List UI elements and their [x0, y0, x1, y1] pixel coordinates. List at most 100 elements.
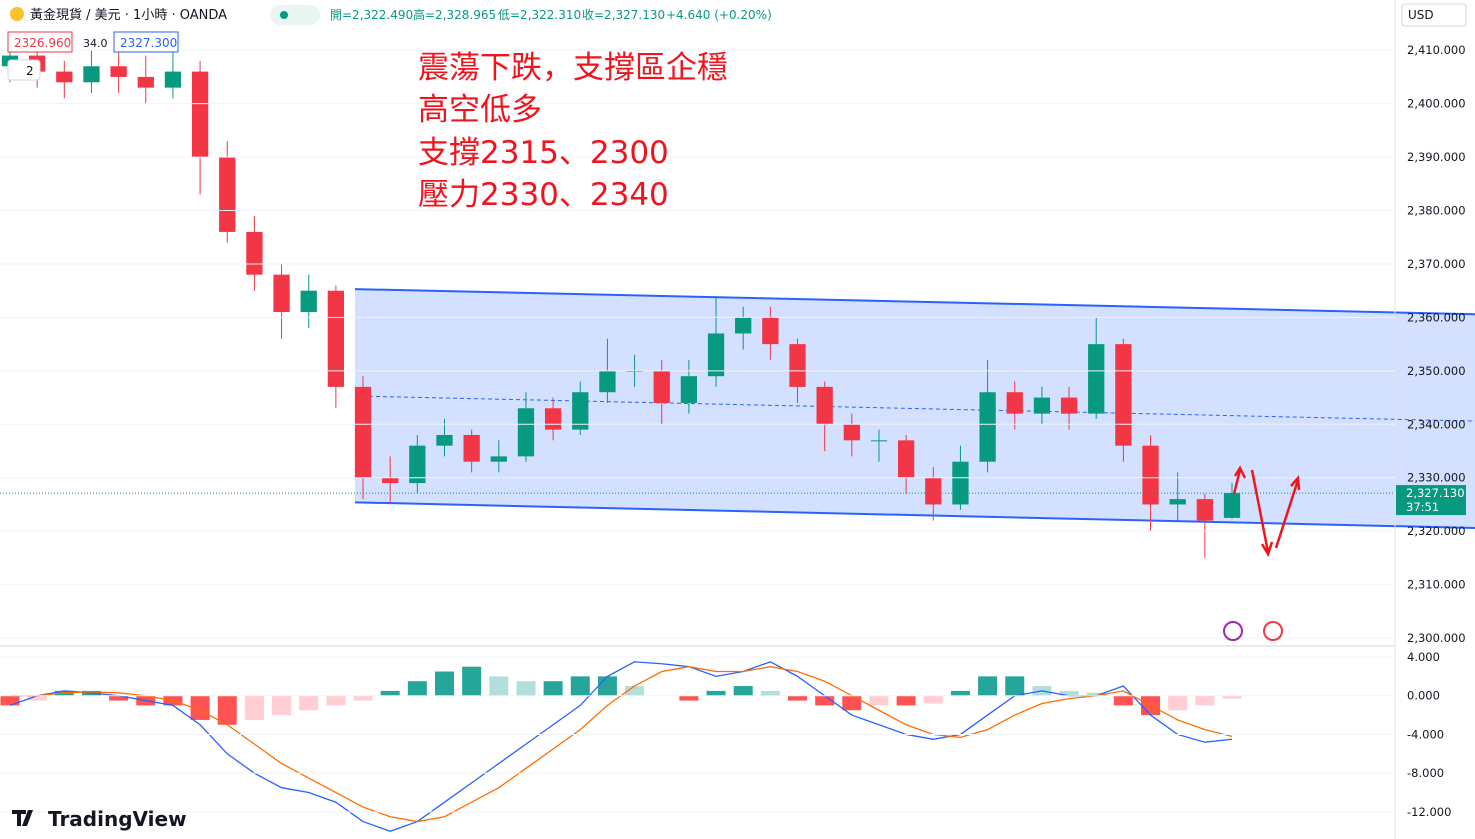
annotation: 震蕩下跌，支撐區企穩	[418, 50, 728, 86]
y-tick-label: 2,390.000	[1407, 150, 1466, 164]
macd-bar	[896, 695, 916, 706]
macd-bar	[1195, 695, 1215, 706]
macd-bar	[299, 695, 319, 711]
macd-bar	[1005, 676, 1025, 696]
macd-bar	[1168, 695, 1188, 711]
change: +4.640 (+0.20%)	[666, 8, 772, 22]
market-status[interactable]	[270, 5, 320, 25]
y-tick-label: -12.000	[1407, 805, 1451, 819]
event-icon[interactable]	[1263, 621, 1283, 641]
candle-body	[544, 408, 562, 430]
ask-box[interactable]	[113, 31, 179, 53]
macd-bar	[326, 695, 346, 706]
candle-body	[816, 386, 833, 425]
channel-upper	[354, 288, 1475, 316]
macd-bar	[380, 690, 400, 696]
y-tick-label: 2,380.000	[1407, 204, 1466, 218]
arrow-down	[1250, 469, 1274, 557]
y-tick-label: 2,350.000	[1407, 364, 1466, 378]
indicator-count: 2	[26, 64, 34, 78]
channel-mid	[354, 395, 1475, 422]
macd-bar	[706, 690, 726, 696]
macd-bar	[760, 690, 780, 696]
candle-body	[762, 317, 779, 345]
macd-bar	[109, 695, 129, 701]
candle-body	[952, 461, 969, 505]
candle-body	[110, 66, 127, 77]
y-tick-label: 2,360.000	[1407, 310, 1466, 324]
macd-bar	[27, 695, 47, 701]
candle-body	[735, 317, 752, 334]
macd-bar	[869, 695, 889, 706]
macd-bar	[679, 695, 699, 701]
candle-body	[327, 290, 345, 387]
macd-bar	[272, 695, 292, 716]
last-price-box	[1396, 485, 1466, 516]
macd-bar	[842, 695, 862, 711]
candle-body	[1060, 397, 1078, 414]
macd-bar	[489, 676, 509, 696]
candle-body	[436, 434, 453, 446]
spread: 34.0	[83, 37, 108, 50]
candle-body	[789, 344, 806, 387]
bid-box[interactable]	[7, 31, 73, 53]
macd-bar	[923, 695, 943, 704]
status-dot	[280, 11, 288, 19]
y-tick-label: 2,410.000	[1407, 43, 1466, 57]
candle-body	[191, 71, 209, 158]
candle-body	[1088, 344, 1105, 414]
candle-body	[680, 376, 698, 403]
macd-bar	[815, 695, 835, 706]
event-icon[interactable]	[1223, 621, 1243, 641]
candle-body	[164, 71, 182, 88]
axis-layer: 2,300.000 2,310.000 2,320.000 2,330.000 2,34…	[0, 43, 1466, 819]
macd-bar	[1222, 695, 1242, 699]
macd-bar	[978, 676, 998, 696]
candle-body	[843, 424, 860, 441]
candle-body	[599, 370, 616, 393]
candle-body	[1196, 499, 1213, 521]
y-tick-label: 2,400.000	[1407, 97, 1466, 111]
candle-body	[653, 370, 670, 403]
candle-body	[1142, 445, 1159, 505]
macd-bar	[1086, 692, 1106, 696]
y-tick-label: 4.000	[1407, 650, 1440, 664]
macd-bar	[788, 695, 808, 701]
macd-bar	[570, 676, 590, 696]
symbol-title[interactable]: 黃金現貨 / 美元 · 1小時 · OANDA	[30, 7, 227, 23]
annotation: 壓力2330、2340	[418, 177, 669, 213]
macd-bar	[0, 695, 20, 706]
high: 高=2,328.965	[413, 7, 496, 22]
low: 低=2,322.310	[498, 8, 581, 22]
y-tick-label: 2,330.000	[1407, 471, 1466, 485]
candle-body	[83, 66, 100, 83]
macd-bar	[462, 666, 482, 696]
candle-body	[1033, 397, 1051, 414]
currency-select[interactable]	[1401, 3, 1467, 27]
candle-body	[572, 392, 589, 430]
y-tick-label: 2,370.000	[1407, 257, 1466, 271]
arrow-up	[1232, 465, 1247, 495]
channel-layer	[354, 288, 1475, 529]
ask: 2327.300	[120, 36, 177, 50]
candle-body	[273, 274, 290, 313]
candle-body	[897, 440, 915, 478]
candle-body	[409, 445, 426, 484]
macd-bar	[217, 695, 237, 725]
candle-body	[1169, 499, 1186, 505]
countdown: 37:51	[1406, 500, 1439, 514]
candle-body	[246, 231, 263, 275]
y-tick-label: 2,320.000	[1407, 524, 1466, 538]
candle-body	[1115, 344, 1132, 446]
last-price: 2,327.130	[1406, 486, 1465, 500]
macd-bar	[434, 671, 454, 696]
candle-body	[354, 386, 372, 478]
y-tick-label: -4.000	[1407, 727, 1444, 741]
logo-mark	[12, 810, 33, 826]
candle-body	[490, 456, 507, 462]
annotation: 支撐2315、2300	[418, 135, 669, 171]
indicator-toggle[interactable]	[7, 59, 41, 81]
candle-body	[1223, 493, 1241, 518]
macd-bar	[1113, 695, 1133, 706]
